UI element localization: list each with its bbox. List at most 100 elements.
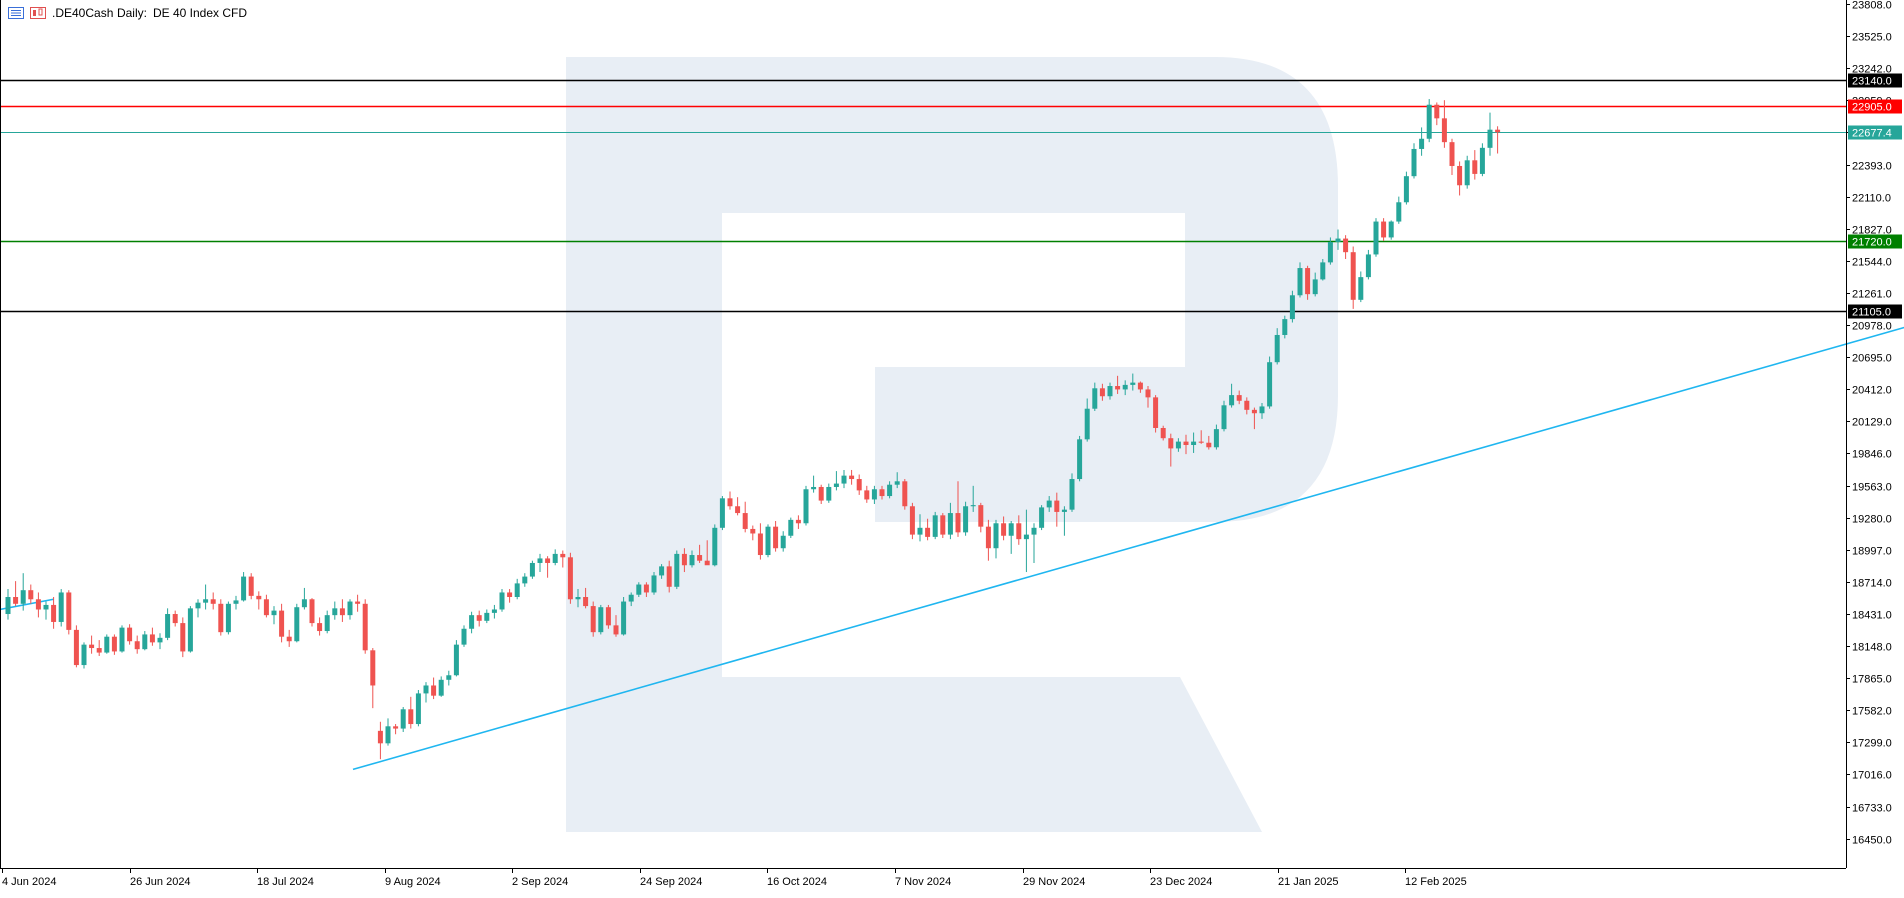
time-axis[interactable]: 4 Jun 2024 26 Jun 2024 18 Jul 2024 9 Aug 20…	[2, 868, 1467, 888]
candle-180	[1373, 218, 1379, 257]
candle-98	[750, 525, 756, 541]
candle-body	[985, 526, 991, 549]
candle-body	[400, 709, 406, 729]
candle-body	[347, 601, 353, 616]
candle-body	[1206, 442, 1212, 448]
candle-166	[1267, 356, 1273, 409]
candle-43	[332, 601, 338, 620]
candle-body	[522, 576, 528, 584]
candle-body	[1122, 384, 1128, 390]
candle-body	[127, 627, 133, 642]
y-tick-label: 19846.0	[1852, 449, 1892, 461]
candle-body	[545, 558, 551, 563]
candle-2	[20, 573, 26, 611]
candle-51	[393, 724, 399, 735]
candle-120	[917, 514, 923, 542]
candle-185	[1411, 143, 1417, 179]
y-tick-label: 16450.0	[1852, 835, 1892, 847]
chart-menu-icon[interactable]	[8, 7, 24, 19]
candle-77	[590, 601, 596, 637]
x-tick-label: 23 Dec 2024	[1150, 876, 1212, 888]
candle-body	[970, 505, 976, 507]
candle-20	[157, 633, 163, 650]
candle-body	[1092, 388, 1098, 409]
candle-88	[674, 550, 680, 590]
candle-body	[773, 526, 779, 549]
candle-body	[1084, 408, 1090, 440]
candle-147	[1122, 380, 1128, 396]
level-tag-1	[1848, 99, 1902, 114]
candle-59	[453, 640, 459, 677]
candle-122	[932, 511, 938, 540]
candle-body	[195, 602, 201, 609]
candle-13	[104, 634, 110, 654]
candle-body	[180, 623, 186, 652]
candle-24	[187, 606, 193, 653]
candle-8	[66, 590, 72, 635]
candle-195	[1487, 112, 1493, 156]
candle-body	[35, 599, 41, 610]
candle-body	[871, 489, 877, 500]
candle-body	[590, 606, 596, 633]
candle-body	[1441, 118, 1447, 143]
candle-163	[1244, 397, 1250, 415]
horizontal-levels[interactable]	[0, 79, 1846, 313]
candle-body	[355, 601, 361, 604]
candle-body	[735, 506, 741, 514]
candle-49	[377, 721, 383, 760]
candle-body	[856, 479, 862, 491]
candle-body	[119, 627, 125, 652]
candle-37	[286, 629, 292, 647]
candle-body	[1077, 439, 1083, 480]
candle-156	[1191, 432, 1197, 453]
support-trendline[interactable]	[352, 271, 1904, 771]
candle-body	[598, 607, 604, 633]
candle-178	[1358, 271, 1364, 303]
candle-112	[856, 474, 862, 495]
level-tag-text-0: 23140.0	[1852, 76, 1892, 88]
candle-body	[1031, 527, 1037, 535]
candle-body	[697, 555, 703, 561]
candle-125	[955, 481, 961, 537]
candle-body	[393, 726, 399, 729]
candle-body	[864, 490, 870, 500]
price-axis[interactable]: 23808.023525.023242.022959.022676.022393…	[0, 0, 1892, 869]
candle-body	[909, 506, 915, 535]
candle-body	[560, 553, 566, 558]
candle-27	[210, 592, 216, 610]
candle-body	[1023, 534, 1029, 540]
candle-body	[43, 604, 49, 610]
candle-body	[583, 596, 589, 607]
candle-body	[932, 515, 938, 537]
candle-body	[1259, 406, 1265, 414]
candle-body	[279, 610, 285, 637]
candle-1	[13, 581, 19, 607]
candle-body	[780, 535, 786, 549]
candle-19	[149, 627, 155, 646]
candle-176	[1343, 235, 1349, 259]
candle-body	[218, 603, 224, 633]
candle-body	[271, 610, 277, 616]
candle-body	[362, 603, 368, 651]
symbol-name: .DE40Cash	[52, 6, 114, 20]
candle-188	[1434, 102, 1440, 126]
candle-body	[1001, 523, 1007, 536]
candle-body	[1358, 277, 1364, 300]
candle-174	[1327, 237, 1333, 265]
candle-bars-icon[interactable]	[30, 7, 46, 19]
candle-body	[1381, 221, 1387, 238]
candle-89	[681, 548, 687, 573]
candle-body	[1297, 268, 1303, 296]
candle-body	[1434, 104, 1440, 119]
candle-body	[73, 629, 79, 666]
level-tag-0	[1848, 73, 1902, 88]
candle-65	[499, 589, 505, 612]
candle-172	[1312, 272, 1318, 297]
y-tick-label: 21261.0	[1852, 289, 1892, 301]
candle-127	[970, 485, 976, 512]
candle-body	[377, 730, 383, 744]
candle-body	[681, 553, 687, 566]
candle-body	[476, 615, 482, 621]
